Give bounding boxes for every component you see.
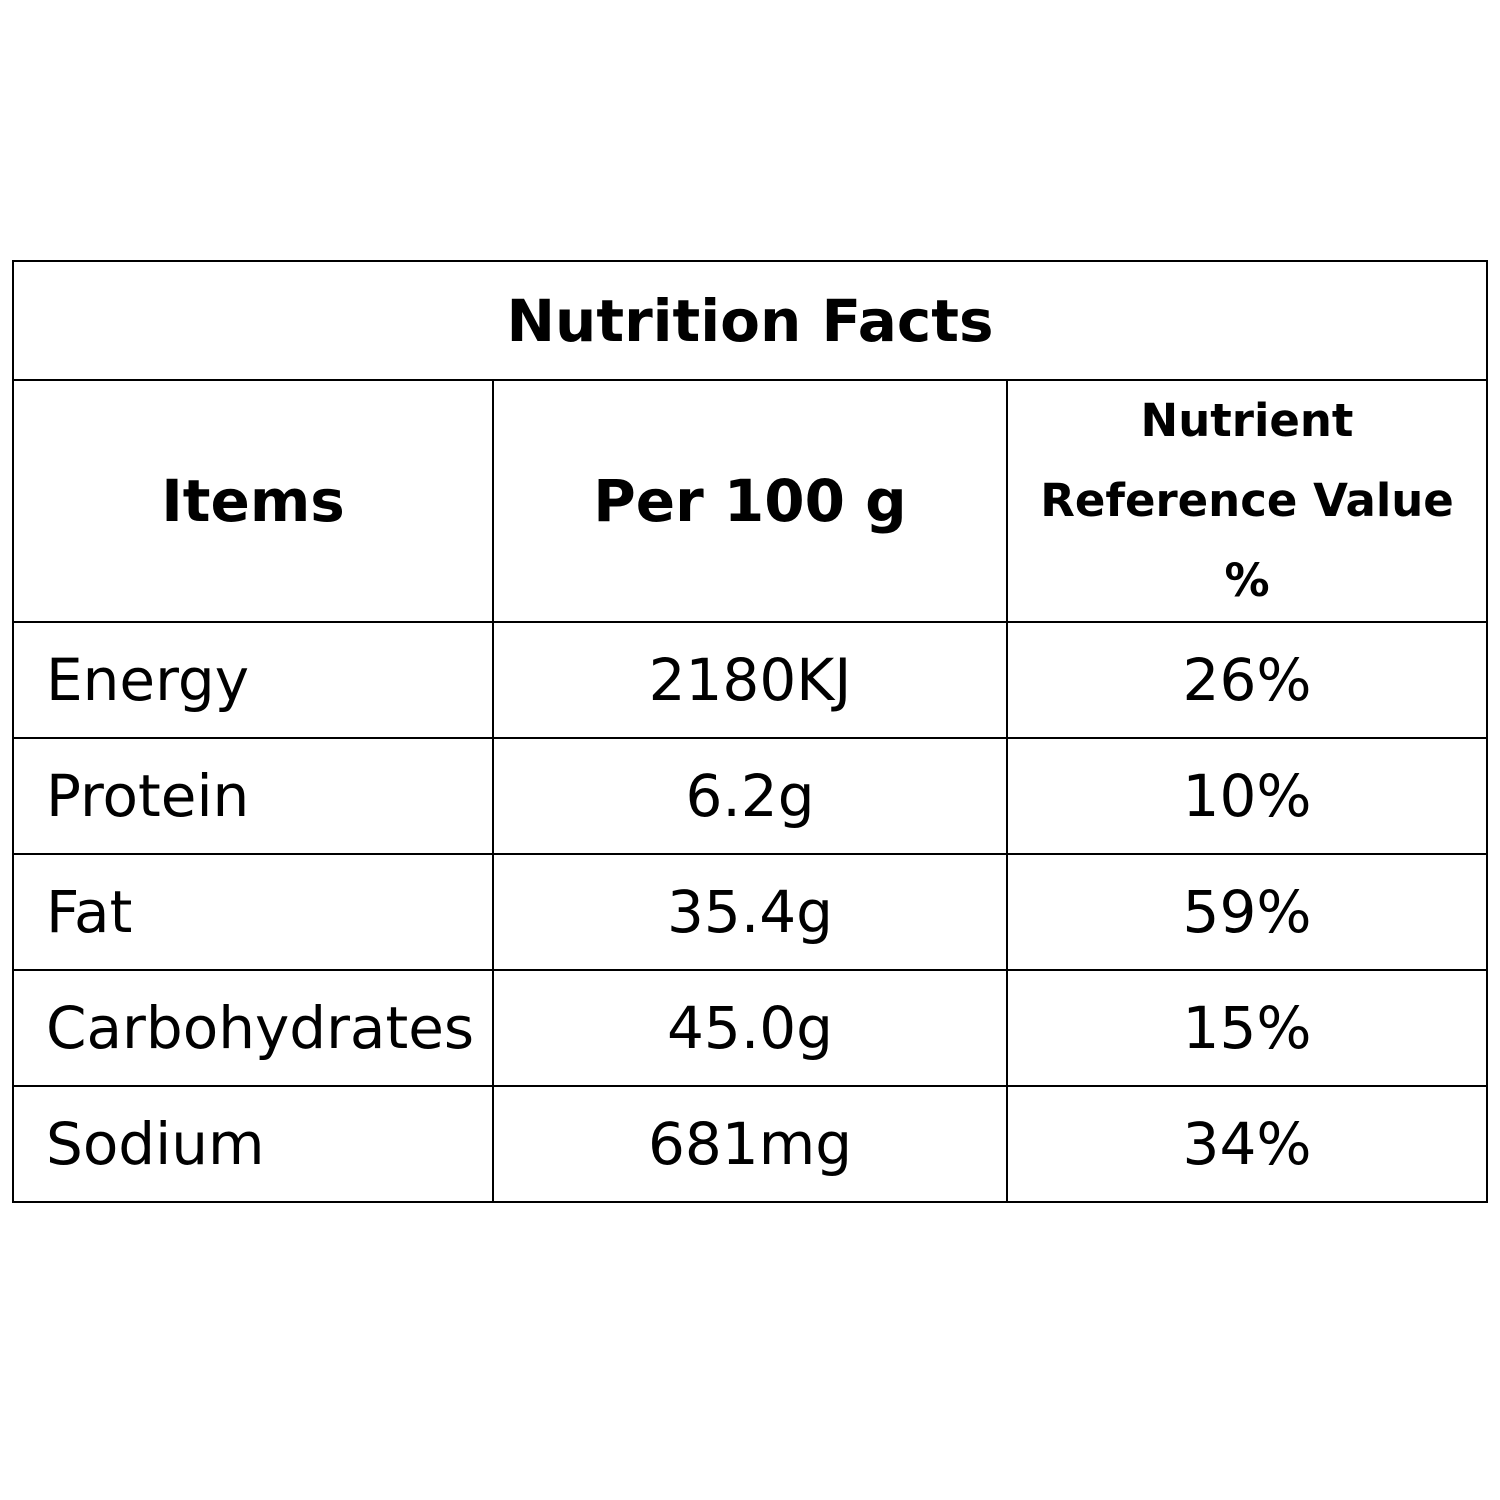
item-cell: Energy	[12, 621, 494, 739]
column-header-nrv-line2: Reference Value	[1040, 474, 1454, 527]
nrv-cell: 15%	[1005, 969, 1489, 1087]
item-cell: Sodium	[12, 1085, 494, 1203]
column-header-nrv-line1: Nutrient	[1140, 394, 1354, 447]
per-100g-cell: 45.0g	[492, 969, 1008, 1087]
column-header-nrv-line3: %	[1224, 554, 1270, 607]
column-header-per-100g: Per 100 g	[492, 379, 1008, 623]
table-title: Nutrition Facts	[11, 260, 1489, 381]
column-header-nrv: Nutrient Reference Value %	[1005, 379, 1489, 623]
item-cell: Protein	[12, 737, 494, 855]
table-row: Protein 6.2g 10%	[12, 737, 1489, 855]
per-100g-cell: 681mg	[492, 1085, 1008, 1203]
table-row: Sodium 681mg 34%	[12, 1085, 1489, 1203]
table-row: Carbohydrates 45.0g 15%	[12, 969, 1489, 1087]
table-row: Fat 35.4g 59%	[12, 853, 1489, 971]
title-row: Nutrition Facts	[11, 260, 1489, 381]
nrv-cell: 59%	[1005, 853, 1489, 971]
nutrition-facts-table: Nutrition Facts Items Per 100 g Nutrient…	[11, 260, 1489, 1203]
nrv-cell: 34%	[1005, 1085, 1489, 1203]
table-row: Energy 2180KJ 26%	[12, 621, 1489, 739]
nrv-cell: 26%	[1005, 621, 1489, 739]
per-100g-cell: 35.4g	[492, 853, 1008, 971]
item-cell: Fat	[12, 853, 494, 971]
nrv-cell: 10%	[1005, 737, 1489, 855]
item-cell: Carbohydrates	[12, 969, 494, 1087]
header-row: Items Per 100 g Nutrient Reference Value…	[12, 379, 1489, 623]
per-100g-cell: 6.2g	[492, 737, 1008, 855]
per-100g-cell: 2180KJ	[492, 621, 1008, 739]
column-header-items: Items	[12, 379, 494, 623]
